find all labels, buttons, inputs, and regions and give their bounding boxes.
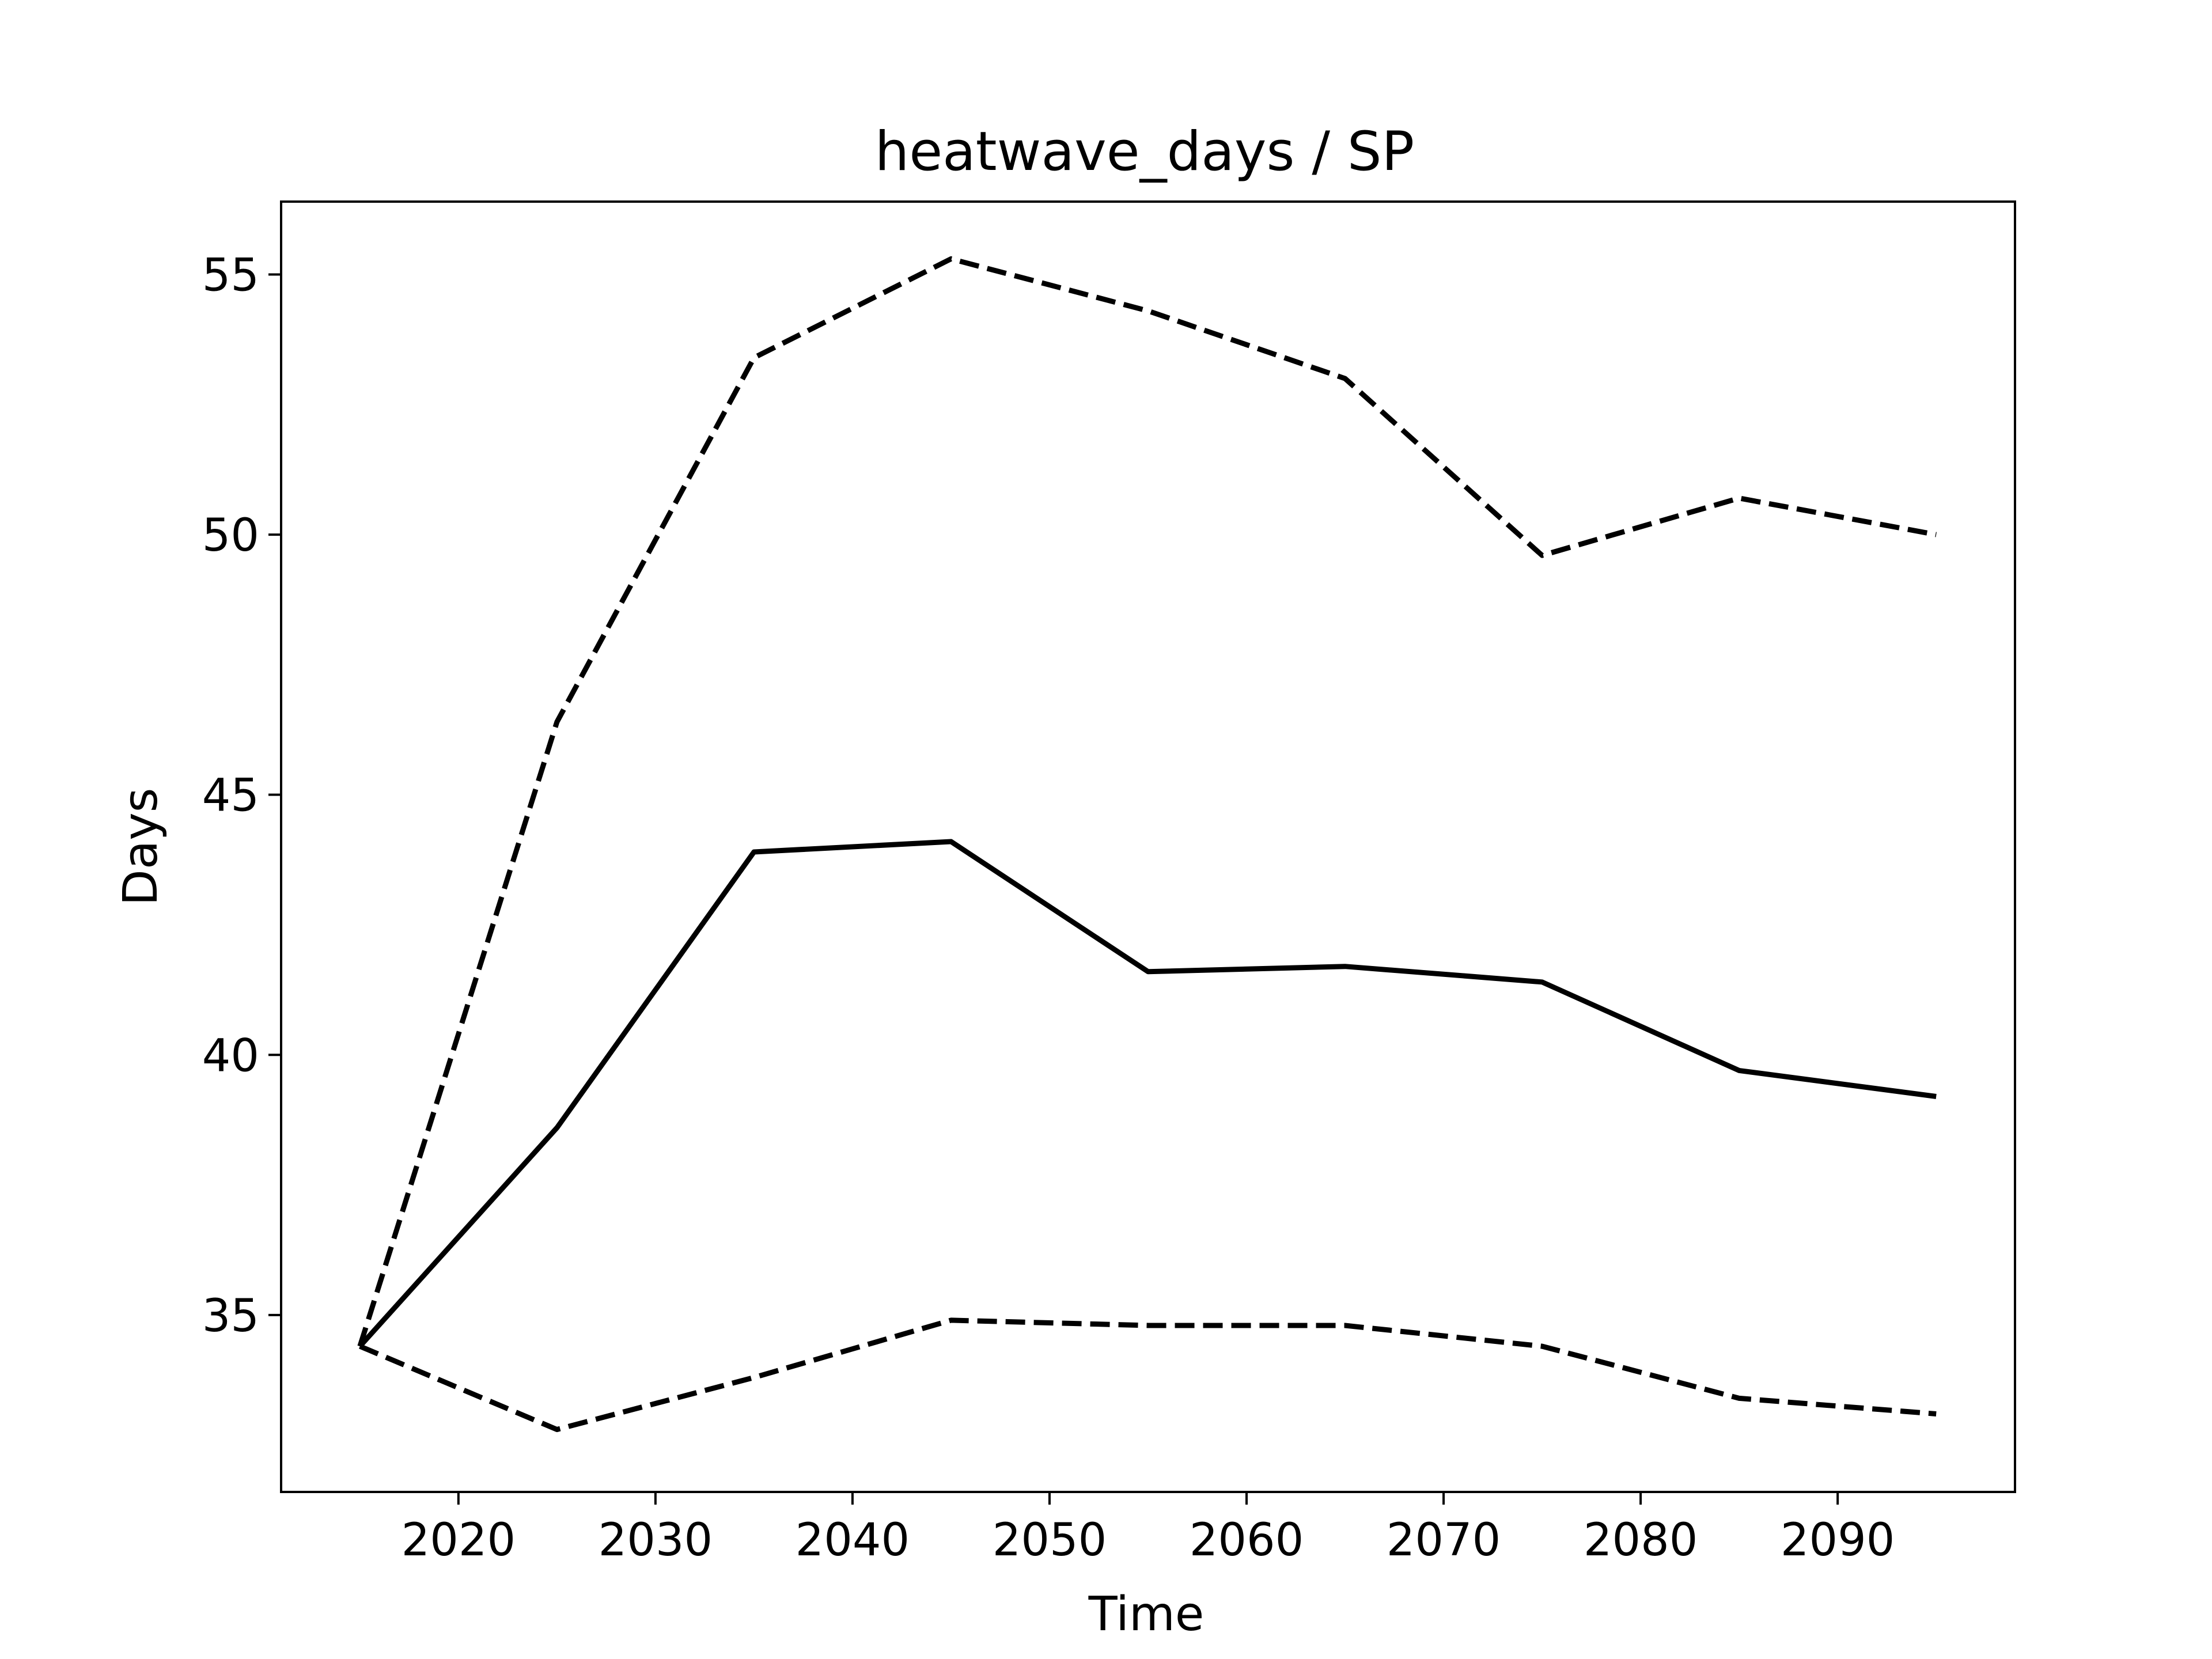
y-tick-label: 55 (202, 249, 259, 301)
series-line-median (358, 839, 1937, 1349)
x-axis-ticks: 2020 2030 2040 2050 2060 2070 2080 2090 (402, 1492, 1895, 1566)
series-line-upper (357, 256, 1937, 1347)
x-tick-label: 2070 (1387, 1514, 1501, 1566)
plot-area (357, 256, 1937, 1433)
x-tick-label: 2060 (1190, 1514, 1304, 1566)
y-axis-label: Days (113, 788, 168, 906)
x-axis-label: Time (1088, 1587, 1205, 1642)
x-tick-label: 2050 (993, 1514, 1107, 1566)
chart-title: heatwave_days / SP (875, 120, 1414, 183)
y-tick-label: 50 (202, 510, 259, 562)
x-tick-label: 2020 (402, 1514, 516, 1566)
y-tick-label: 35 (202, 1290, 259, 1342)
x-tick-label: 2090 (1781, 1514, 1895, 1566)
plot-frame (280, 200, 2016, 1493)
y-tick-label: 45 (202, 770, 259, 822)
x-tick-label: 2040 (796, 1514, 910, 1566)
y-tick-label: 40 (202, 1030, 259, 1082)
x-tick-label: 2030 (599, 1514, 713, 1566)
series-line-lower (359, 1317, 1937, 1433)
y-axis-ticks: 35 40 45 50 55 (202, 249, 281, 1342)
x-tick-label: 2080 (1584, 1514, 1698, 1566)
